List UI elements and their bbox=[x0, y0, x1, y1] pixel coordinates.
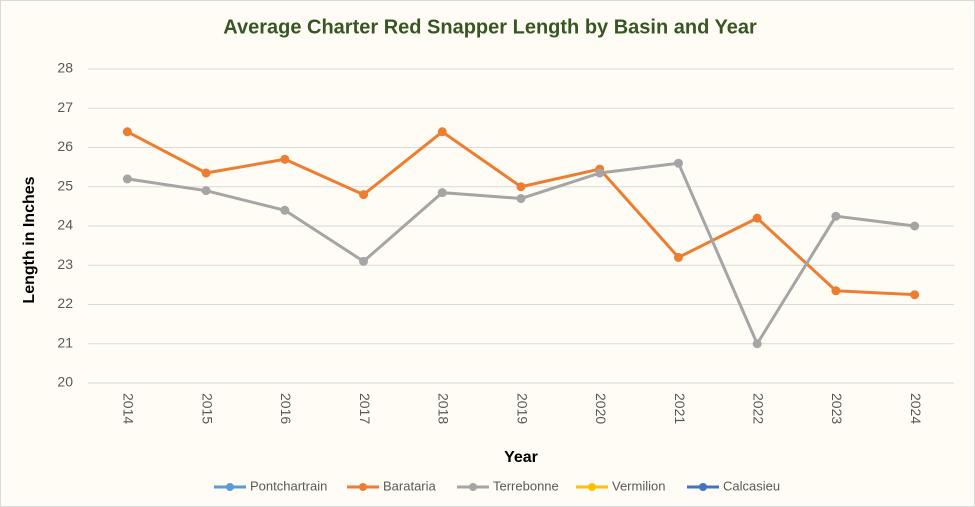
data-point bbox=[280, 154, 290, 164]
data-point bbox=[280, 205, 290, 215]
y-tick-label: 21 bbox=[57, 334, 73, 350]
data-point bbox=[516, 194, 526, 204]
y-tick-label: 23 bbox=[57, 256, 73, 272]
legend-label: Calcasieu bbox=[723, 478, 780, 493]
y-axis-label: Length in Inches bbox=[21, 176, 38, 303]
x-tick-label: 2021 bbox=[672, 393, 688, 424]
legend-label: Barataria bbox=[383, 478, 437, 493]
y-tick-label: 27 bbox=[57, 99, 73, 115]
data-point bbox=[831, 211, 841, 221]
data-point bbox=[359, 256, 369, 266]
y-tick-label: 20 bbox=[57, 374, 73, 390]
y-tick-label: 28 bbox=[57, 60, 73, 76]
x-tick-label: 2020 bbox=[593, 393, 609, 424]
legend-marker bbox=[699, 483, 707, 491]
data-point bbox=[673, 158, 683, 168]
data-point bbox=[516, 182, 526, 192]
chart-title: Average Charter Red Snapper Length by Ba… bbox=[223, 16, 757, 38]
x-tick-label: 2017 bbox=[357, 393, 373, 424]
data-point bbox=[201, 186, 211, 196]
data-point bbox=[910, 290, 920, 300]
x-tick-label: 2015 bbox=[199, 393, 215, 424]
data-point bbox=[122, 127, 132, 137]
data-point bbox=[437, 188, 447, 198]
x-axis-label: Year bbox=[504, 449, 538, 466]
x-tick-label: 2018 bbox=[436, 393, 452, 424]
legend-label: Vermilion bbox=[612, 478, 665, 493]
data-point bbox=[201, 168, 211, 178]
y-tick-label: 24 bbox=[57, 217, 73, 233]
data-point bbox=[831, 286, 841, 296]
x-tick-label: 2023 bbox=[829, 393, 845, 424]
data-point bbox=[673, 252, 683, 262]
data-point bbox=[122, 174, 132, 184]
data-point bbox=[437, 127, 447, 137]
legend-marker bbox=[469, 483, 477, 491]
data-point bbox=[910, 221, 920, 231]
x-tick-label: 2024 bbox=[908, 393, 924, 424]
y-tick-label: 22 bbox=[57, 295, 73, 311]
x-tick-label: 2014 bbox=[121, 393, 137, 424]
data-point bbox=[752, 213, 762, 223]
legend-marker bbox=[359, 483, 367, 491]
legend-label: Terrebonne bbox=[493, 478, 559, 493]
data-point bbox=[752, 339, 762, 349]
x-tick-label: 2022 bbox=[750, 393, 766, 424]
data-point bbox=[595, 168, 605, 178]
x-tick-label: 2019 bbox=[514, 393, 530, 424]
data-point bbox=[359, 190, 369, 200]
legend-marker bbox=[588, 483, 596, 491]
y-tick-label: 26 bbox=[57, 138, 73, 154]
legend-marker bbox=[226, 483, 234, 491]
legend-label: Pontchartrain bbox=[250, 478, 327, 493]
x-tick-label: 2016 bbox=[278, 393, 294, 424]
y-tick-label: 25 bbox=[57, 177, 73, 193]
